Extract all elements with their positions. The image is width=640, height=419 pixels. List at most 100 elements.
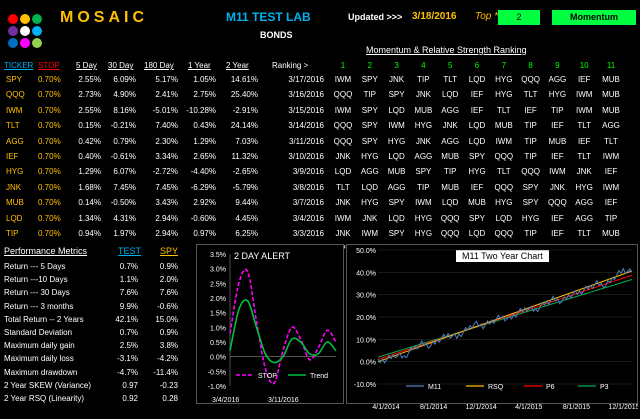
ranking-cell: AGG	[414, 152, 433, 161]
return-cell: -6.29%	[190, 182, 216, 192]
ranking-cell: HYG	[575, 182, 593, 192]
alert-chart-panel	[196, 244, 344, 404]
metric-label: 2 Year SKEW (Variance)	[4, 380, 92, 390]
top-count-input[interactable]: 2	[498, 10, 540, 25]
ranking-cell: JNK	[335, 152, 351, 161]
ticker-cell: TLT	[6, 121, 20, 131]
return-cell: 7.40%	[155, 121, 178, 131]
col-header-5day: 5 Day	[76, 61, 97, 70]
ranking-cell: SPY	[522, 182, 539, 192]
col-header-180day: 180 Day	[144, 61, 174, 70]
return-cell: 24.14%	[230, 121, 258, 131]
col-header-2year: 2 Year	[226, 61, 249, 70]
col-header-1year: 1 Year	[188, 61, 211, 70]
return-cell: 3.34%	[155, 152, 178, 161]
ranking-cell: MUB	[468, 198, 486, 208]
alert-y-tick: 2.0%	[210, 296, 226, 303]
logo-dot	[20, 38, 30, 48]
alert-y-tick: 1.0%	[210, 325, 226, 332]
legend-label-rsq: RSQ	[488, 384, 504, 391]
ranking-date: 3/7/2016	[292, 198, 324, 208]
ranking-col-header: 7	[501, 61, 507, 70]
alert-y-tick: 0.5%	[210, 340, 226, 347]
updated-date: 3/18/2016	[412, 11, 457, 22]
ranking-cell: LQD	[334, 167, 352, 177]
two-year-y-tick: 50.0%	[356, 248, 376, 255]
ranking-cell: HYG	[414, 229, 433, 238]
return-cell: -0.61%	[110, 152, 136, 161]
two-year-y-tick: 10.0%	[356, 337, 376, 344]
ranking-cell: AGG	[360, 167, 379, 177]
metric-label: Return --- 5 Days	[4, 262, 66, 271]
alert-y-tick: -0.5%	[208, 369, 226, 376]
return-cell: 2.65%	[193, 152, 216, 161]
ticker-cell: AGG	[6, 136, 24, 146]
ranking-cell: HYG	[468, 167, 486, 177]
ranking-cell: IWM	[361, 229, 379, 238]
stop-cell: 0.70%	[38, 136, 61, 146]
ranking-cell: TIP	[524, 229, 537, 238]
metric-spy-value: 15.0%	[155, 314, 178, 324]
ranking-cell: LQD	[388, 152, 405, 161]
ranking-cell: HYG	[361, 152, 379, 161]
ranking-cell: LQD	[468, 75, 486, 84]
return-cell: -0.60%	[190, 213, 216, 223]
ranking-cell: MUB	[602, 90, 620, 100]
ranking-col-header: 5	[447, 61, 453, 70]
return-cell: 0.79%	[113, 136, 136, 146]
ranking-cell: IEF	[577, 75, 591, 84]
two-year-chart-panel	[346, 244, 638, 404]
ranking-cell: AGG	[575, 198, 594, 208]
return-cell: -0.21%	[110, 121, 136, 131]
ranking-header-label: Ranking >	[272, 61, 309, 70]
metric-label: Return ---10 Days	[4, 275, 68, 285]
ranking-date: 3/17/2016	[288, 75, 324, 84]
ranking-cell: IEF	[524, 105, 537, 115]
ranking-cell: MUB	[441, 182, 460, 192]
ranking-cell: IEF	[577, 136, 591, 146]
return-cell: 6.07%	[113, 167, 136, 177]
return-cell: 0.15%	[78, 121, 101, 131]
ranking-col-header: 3	[394, 61, 399, 70]
metric-spy-value: -4.2%	[157, 354, 178, 364]
metric-spy-value: 2.0%	[159, 275, 178, 285]
ranking-cell: LQD	[468, 136, 486, 146]
stop-cell: 0.70%	[38, 105, 61, 115]
metric-test-value: 0.7%	[119, 328, 138, 337]
metric-label: Maximum daily gain	[4, 341, 75, 351]
two-year-x-tick: 8/1/2015	[563, 404, 590, 411]
metric-test-value: 0.7%	[119, 262, 138, 271]
alert-y-tick: 3.0%	[210, 267, 226, 274]
col-header-ticker: TICKER	[4, 61, 34, 70]
ranking-cell: JNK	[576, 167, 592, 177]
mode-select[interactable]: Momentum	[552, 10, 636, 25]
ranking-cell: LQD	[388, 213, 405, 223]
ranking-date: 3/15/2016	[288, 105, 324, 115]
ranking-cell: TLT	[604, 136, 618, 146]
ranking-cell: AGG	[575, 213, 594, 223]
two-year-y-tick: 40.0%	[356, 270, 376, 277]
two-year-y-tick: 30.0%	[356, 293, 376, 300]
top-label: Top *	[475, 11, 498, 22]
two-year-series-p6	[377, 274, 633, 360]
metric-test-value: 2.5%	[119, 341, 138, 351]
ranking-cell: MUB	[441, 152, 460, 161]
return-cell: 0.40%	[78, 152, 101, 161]
return-cell: 4.45%	[235, 213, 258, 223]
ranking-cell: TIP	[443, 167, 457, 177]
ranking-cell: JNK	[389, 75, 405, 84]
ticker-cell: LQD	[6, 213, 23, 223]
ranking-date: 3/10/2016	[288, 152, 324, 161]
ranking-date: 3/8/2016	[292, 182, 324, 192]
metric-spy-value: -11.4%	[153, 367, 178, 377]
two-year-series-p3	[377, 279, 633, 358]
logo-dot	[20, 26, 30, 36]
logo-dot	[8, 26, 18, 36]
logo-text: MOSAIC	[60, 9, 148, 26]
ranking-cell: AGG	[441, 105, 460, 115]
return-cell: 7.45%	[113, 182, 136, 192]
return-cell: -5.79%	[232, 182, 258, 192]
legend-trend-label: Trend	[310, 373, 328, 380]
ranking-cell: MUB	[414, 105, 433, 115]
ranking-cell: QQQ	[494, 182, 514, 192]
